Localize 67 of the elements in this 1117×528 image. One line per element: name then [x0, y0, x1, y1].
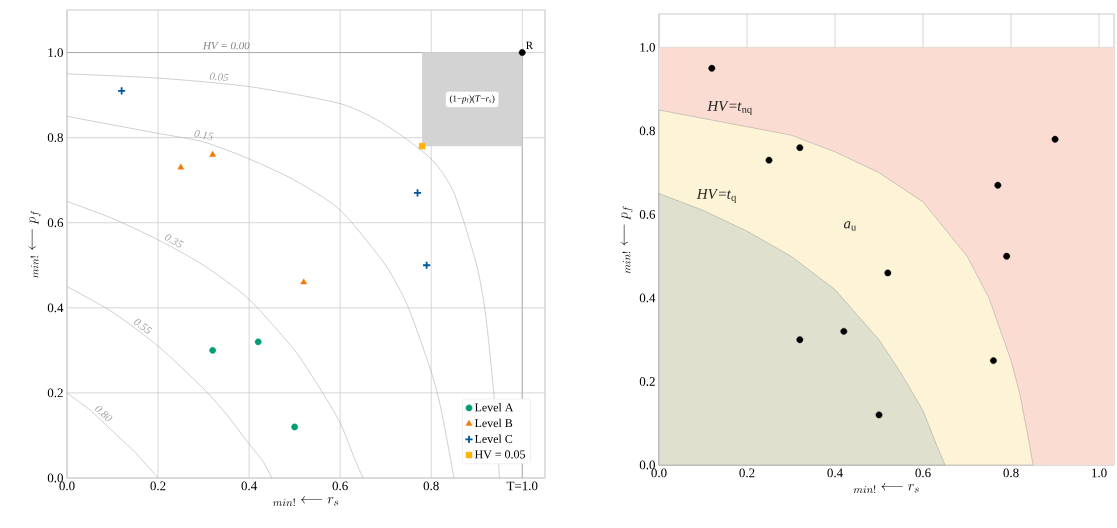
point	[990, 357, 997, 364]
y-tick-label: 0.6	[639, 210, 656, 219]
y-tick-label: 0.8	[47, 133, 63, 143]
series-label: HV = 0.00	[202, 41, 250, 50]
point	[840, 327, 848, 335]
x-tick-label: 1.0	[1092, 468, 1107, 478]
legend-label: Level A	[474, 403, 514, 412]
point	[518, 49, 526, 56]
point	[254, 338, 262, 346]
x-axis-title: $_{min!}\longleftarrow r_s$	[273, 496, 339, 507]
line-series	[66, 201, 364, 479]
y-axis-title: $_{min!}\longleftarrow p_f$	[28, 210, 41, 278]
point	[884, 269, 892, 277]
x-tick-label: 0.4	[241, 481, 257, 491]
legend-label: Level B	[474, 418, 513, 428]
x-tick-label: 0.4	[827, 468, 843, 478]
y-tick-label: 0.0	[639, 460, 655, 470]
series-label: HV=t$_{q}$	[696, 188, 737, 204]
point	[1003, 252, 1011, 260]
text: 0.80	[95, 405, 113, 422]
y-tick-label: 0.4	[639, 293, 656, 303]
point	[117, 86, 127, 96]
legend-label: HV = 0.05	[474, 450, 526, 459]
point	[177, 163, 185, 170]
line-series	[66, 286, 273, 479]
x-tick-label: 0.8	[1003, 468, 1019, 478]
point	[418, 142, 426, 150]
y-tick-label: 0.6	[47, 218, 64, 228]
annotation: R	[526, 41, 534, 50]
point	[300, 278, 308, 285]
text: 0.05	[209, 72, 229, 82]
point	[209, 150, 216, 157]
x-tick-label: 0.2	[739, 468, 755, 478]
text: (1−p$_{f}$)(T−r$_{s}$)	[449, 95, 495, 104]
y-tick-label: 0.2	[47, 388, 63, 398]
point	[291, 423, 299, 431]
x-tick-label: 0.8	[423, 481, 439, 491]
x-tick-label: 0.0	[651, 468, 667, 478]
point	[422, 260, 432, 270]
line-series	[66, 116, 455, 479]
x-axis-title: $_{min!}\longleftarrow r_s$	[853, 483, 919, 494]
y-axis-title: $_{min!}\longleftarrow p_f$	[620, 206, 633, 274]
point	[209, 346, 217, 354]
x-tick-label: 0.6	[332, 481, 348, 491]
text: 0.35	[164, 234, 184, 248]
line-series	[66, 392, 159, 479]
x-tick-label: 0.0	[59, 481, 75, 491]
text: 0.55	[134, 319, 153, 334]
series-label: HV=t$_{nq}$	[707, 100, 752, 116]
point	[708, 64, 716, 72]
text: 0.15	[194, 130, 214, 140]
point	[875, 411, 883, 419]
point	[994, 181, 1002, 189]
x-tick-label: 0.2	[150, 481, 166, 491]
y-tick-label: 1.0	[48, 48, 63, 57]
y-tick-label: 1.0	[640, 43, 655, 52]
point	[1051, 135, 1059, 143]
y-tick-label: 0.2	[639, 377, 655, 386]
point	[765, 156, 773, 164]
point	[796, 144, 804, 152]
annotation: a$_{u}$	[843, 221, 857, 231]
point	[796, 336, 804, 344]
y-tick-label: 0.8	[639, 126, 655, 136]
x-tick-label: 0.6	[915, 468, 931, 478]
legend-label: Level C	[474, 434, 513, 443]
y-tick-label: 0.4	[47, 303, 64, 313]
x-tick-label: T=1.0	[506, 481, 538, 491]
